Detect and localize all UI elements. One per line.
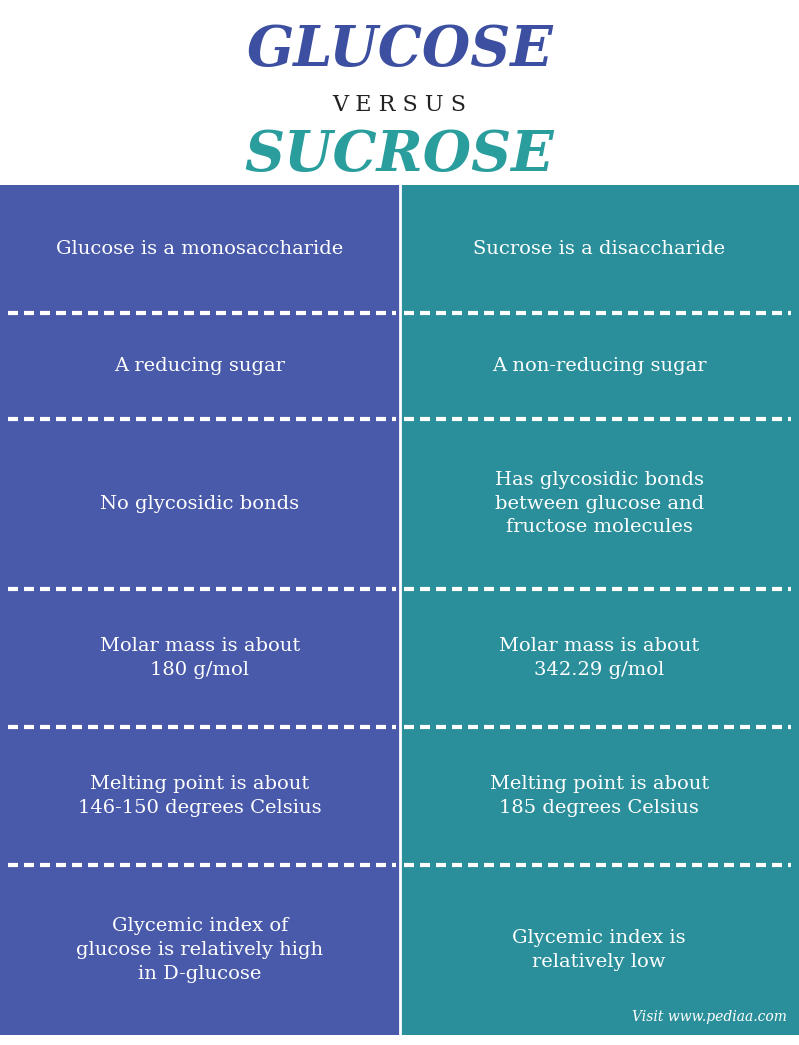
Text: GLUCOSE: GLUCOSE (246, 23, 553, 77)
Bar (0, 185, 400, 312)
Bar (0, 312, 400, 419)
Text: SUCROSE: SUCROSE (244, 127, 555, 183)
Text: Glycemic index is
relatively low: Glycemic index is relatively low (512, 929, 686, 971)
Text: A reducing sugar: A reducing sugar (114, 356, 285, 374)
Text: Glycemic index of
glucose is relatively high
in D-glucose: Glycemic index of glucose is relatively … (76, 918, 324, 982)
Text: Molar mass is about
342.29 g/mol: Molar mass is about 342.29 g/mol (499, 637, 699, 678)
Bar (400, 865, 799, 1035)
Bar (0, 865, 400, 1035)
Text: Molar mass is about
180 g/mol: Molar mass is about 180 g/mol (100, 637, 300, 678)
Bar (0, 588, 400, 727)
Text: Melting point is about
185 degrees Celsius: Melting point is about 185 degrees Celsi… (490, 775, 709, 817)
Text: Melting point is about
146-150 degrees Celsius: Melting point is about 146-150 degrees C… (78, 775, 321, 817)
Text: Visit www.pediaa.com: Visit www.pediaa.com (632, 1011, 787, 1024)
Text: Sucrose is a disaccharide: Sucrose is a disaccharide (473, 239, 725, 258)
Bar (400, 727, 799, 865)
Text: Glucose is a monosaccharide: Glucose is a monosaccharide (56, 239, 344, 258)
Bar (0, 727, 400, 865)
Text: A non-reducing sugar: A non-reducing sugar (492, 356, 706, 374)
Bar (400, 185, 799, 312)
Bar (0, 419, 400, 588)
Text: Has glycosidic bonds
between glucose and
fructose molecules: Has glycosidic bonds between glucose and… (495, 471, 704, 536)
Text: V E R S U S: V E R S U S (332, 94, 467, 116)
Bar (400, 312, 799, 419)
Text: No glycosidic bonds: No glycosidic bonds (100, 494, 300, 513)
Bar (400, 419, 799, 588)
Bar (400, 588, 799, 727)
